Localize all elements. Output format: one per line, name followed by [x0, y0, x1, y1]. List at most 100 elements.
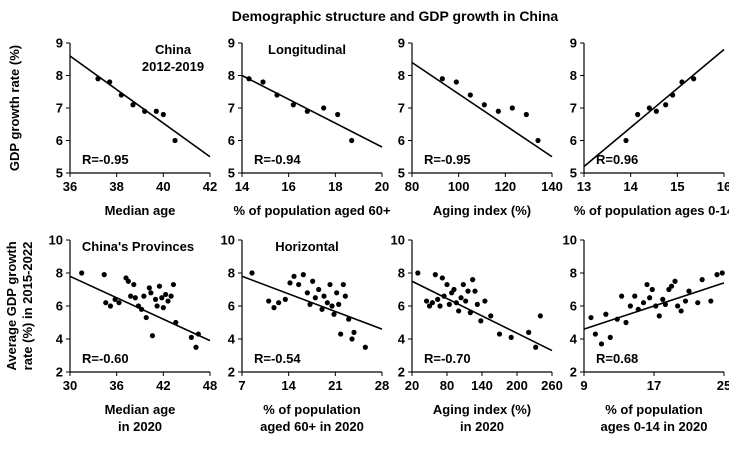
x-axis-label: ages 0-14 in 2020: [601, 419, 708, 434]
data-point: [153, 108, 159, 114]
data-point: [101, 272, 107, 278]
data-point: [647, 295, 653, 301]
data-point: [635, 306, 641, 312]
data-point: [488, 313, 494, 319]
x-tick-label: 140: [471, 378, 493, 393]
y-tick-label: 2: [398, 365, 405, 380]
y-tick-label: 5: [228, 166, 235, 181]
data-point: [470, 277, 476, 283]
data-point: [695, 300, 701, 306]
data-point: [168, 293, 174, 299]
data-point: [481, 102, 487, 108]
data-point: [260, 79, 266, 85]
y-tick-label: 9: [570, 36, 577, 51]
data-point: [107, 303, 114, 309]
x-tick-label: 21: [328, 378, 342, 393]
data-point: [714, 272, 720, 278]
y-tick-label: 5: [570, 166, 577, 181]
data-point: [154, 303, 160, 309]
y-tick-label: 6: [398, 299, 405, 314]
data-point: [321, 293, 327, 299]
trend-line: [411, 280, 553, 352]
figure-title: Demographic structure and GDP growth in …: [232, 8, 559, 24]
data-point: [619, 293, 625, 299]
scatter-panel-3: 5 6 7 8 9 80 100 120 140 R=-0.95 Aging index (%): [398, 36, 563, 219]
data-point: [316, 286, 322, 293]
data-point: [598, 341, 605, 347]
y-tick-label: 8: [56, 266, 63, 281]
x-axis-label: % of population ages 0-14: [574, 203, 729, 218]
correlation-label: R=-0.54: [254, 351, 301, 366]
data-point: [349, 137, 355, 144]
data-point: [533, 344, 539, 350]
y-tick-label: 10: [391, 233, 405, 248]
y-tick-label: 8: [398, 68, 405, 83]
data-point: [195, 331, 201, 337]
data-point: [627, 303, 633, 309]
data-point: [708, 298, 714, 304]
y-tick-label: 6: [228, 299, 235, 314]
y-tick-label: 2: [56, 365, 63, 380]
data-point: [307, 301, 313, 307]
data-point: [614, 316, 620, 322]
data-point: [290, 102, 296, 108]
data-point: [465, 288, 471, 294]
y-tick-label: 7: [228, 101, 235, 116]
data-point: [304, 290, 310, 296]
x-tick-label: 13: [577, 179, 591, 194]
trend-line: [411, 61, 553, 158]
data-point: [623, 137, 629, 144]
data-point: [439, 76, 445, 82]
y-tick-label: 8: [228, 68, 235, 83]
x-tick-label: 16: [717, 179, 729, 194]
data-point: [193, 344, 199, 350]
correlation-label: R=-0.95: [424, 152, 471, 167]
data-point: [128, 293, 134, 299]
data-point: [79, 270, 85, 276]
x-tick-label: 38: [109, 179, 123, 194]
y-tick-label: 4: [570, 332, 578, 347]
data-point: [287, 280, 293, 286]
data-point: [432, 272, 438, 278]
data-point: [460, 281, 466, 288]
x-tick-label: 48: [203, 378, 217, 393]
data-point: [472, 288, 478, 294]
data-point: [437, 303, 443, 309]
data-point: [439, 275, 445, 281]
y-tick-label: 6: [228, 133, 235, 148]
scatter-panel-1: 5 6 7 8 9 36 38 40 42 R=-0.95 China 2012-2019 Median…: [56, 36, 217, 219]
y-tick-label: 8: [56, 68, 63, 83]
panel-annotation: China: [155, 42, 192, 57]
data-point: [152, 296, 159, 302]
x-tick-label: 20: [405, 378, 419, 393]
data-point: [146, 285, 152, 291]
data-point: [296, 281, 302, 288]
data-point: [138, 306, 145, 312]
data-point: [338, 331, 344, 337]
data-point: [291, 273, 297, 279]
data-point: [446, 301, 452, 307]
data-point: [453, 79, 459, 85]
data-point: [276, 300, 282, 306]
data-point: [118, 92, 124, 98]
data-point: [632, 293, 638, 299]
data-point: [141, 293, 147, 299]
data-point: [463, 298, 469, 304]
data-point: [415, 270, 421, 276]
data-point: [116, 300, 122, 306]
data-point: [312, 295, 318, 301]
y-tick-label: 2: [570, 365, 577, 380]
panel-annotation: China's Provinces: [82, 239, 194, 254]
data-point: [170, 281, 177, 288]
data-point: [331, 311, 337, 317]
data-point: [675, 303, 681, 309]
x-axis-label: % of population: [605, 402, 703, 417]
data-point: [660, 296, 666, 302]
data-point: [496, 331, 503, 337]
scatter-panel-4: 5 6 7 8 9 13 14 15 16 R=0.96 % of population ages …: [570, 36, 729, 219]
y-tick-label: 7: [570, 101, 577, 116]
scatter-panel-6: 2 4 6 8 10 7 14 21 28 R=-0.54 Horizontal % of popul…: [221, 233, 390, 435]
trend-line: [583, 48, 725, 168]
correlation-label: R=-0.60: [82, 351, 129, 366]
data-point: [335, 111, 341, 118]
